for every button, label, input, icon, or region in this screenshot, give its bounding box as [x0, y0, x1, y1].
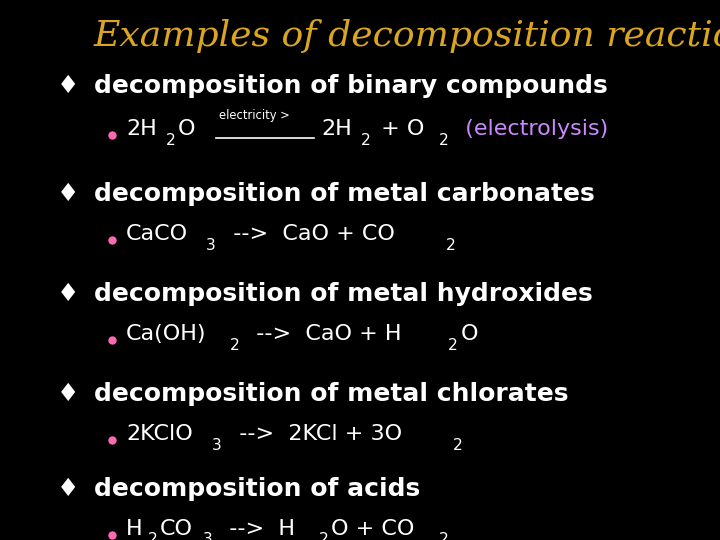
Text: ♦: ♦ [57, 477, 80, 501]
Text: CaCO: CaCO [126, 224, 188, 244]
Text: decomposition of metal chlorates: decomposition of metal chlorates [94, 382, 568, 406]
Text: + O: + O [374, 119, 424, 139]
Text: Examples of decomposition reactions: Examples of decomposition reactions [94, 19, 720, 53]
Text: 2: 2 [361, 133, 371, 148]
Text: 3: 3 [202, 532, 212, 540]
Text: O: O [179, 119, 210, 139]
Text: -->  H: --> H [215, 518, 295, 538]
Text: 2: 2 [438, 532, 449, 540]
Text: -->  CaO + H: --> CaO + H [243, 324, 402, 344]
Text: 2H: 2H [126, 119, 157, 139]
Text: 2KClO: 2KClO [126, 424, 193, 444]
Text: decomposition of metal carbonates: decomposition of metal carbonates [94, 183, 594, 206]
Text: 2: 2 [318, 532, 328, 540]
Text: electricity >: electricity > [219, 109, 290, 122]
Text: -->  2KCl + 3O: --> 2KCl + 3O [225, 424, 402, 444]
Text: O: O [461, 324, 478, 344]
Text: (electrolysis): (electrolysis) [451, 119, 608, 139]
Text: 2H: 2H [321, 119, 352, 139]
Text: 2: 2 [230, 338, 240, 353]
Text: 2: 2 [148, 532, 157, 540]
Text: 2: 2 [438, 133, 449, 148]
Text: decomposition of acids: decomposition of acids [94, 477, 420, 501]
Text: O + CO: O + CO [331, 518, 415, 538]
Text: CO: CO [160, 518, 193, 538]
Text: -->  CaO + CO: --> CaO + CO [219, 224, 395, 244]
Text: Ca(OH): Ca(OH) [126, 324, 207, 344]
Text: 3: 3 [206, 238, 216, 253]
Text: 3: 3 [212, 438, 222, 453]
Text: 2: 2 [446, 238, 456, 253]
Text: H: H [126, 518, 143, 538]
Text: ♦: ♦ [57, 282, 80, 306]
Text: ♦: ♦ [57, 75, 80, 98]
Text: ♦: ♦ [57, 382, 80, 406]
Text: decomposition of metal hydroxides: decomposition of metal hydroxides [94, 282, 593, 306]
Text: 2: 2 [454, 438, 463, 453]
Text: 2: 2 [166, 133, 176, 148]
Text: decomposition of binary compounds: decomposition of binary compounds [94, 75, 608, 98]
Text: 2: 2 [449, 338, 458, 353]
Text: ♦: ♦ [57, 183, 80, 206]
